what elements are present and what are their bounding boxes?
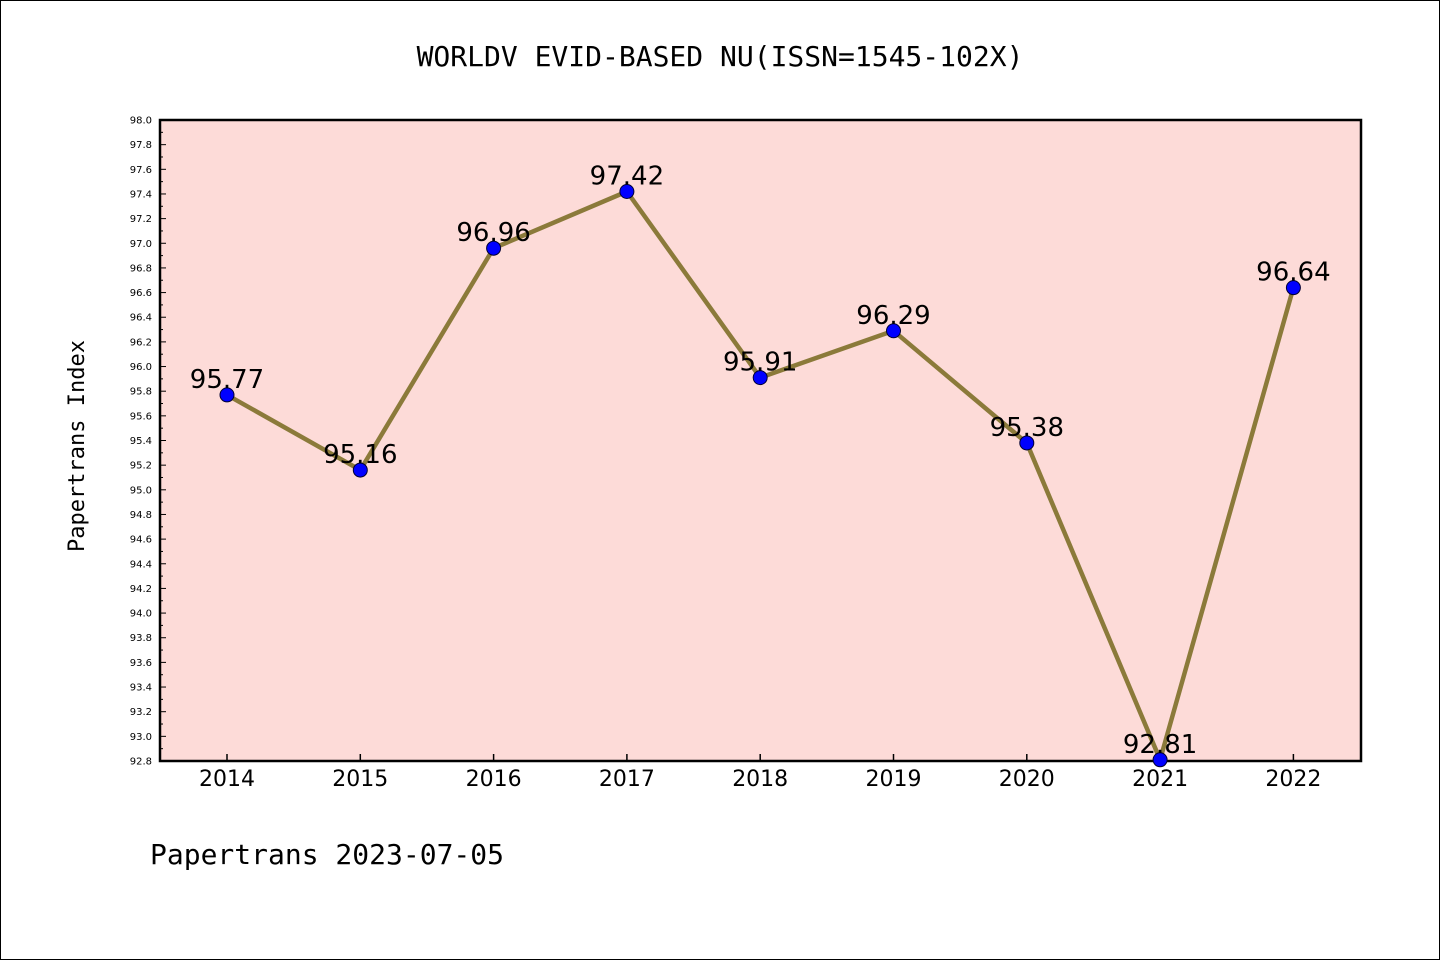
x-tick-label: 2020 (999, 767, 1055, 792)
data-point (1152, 752, 1168, 768)
y-tick-label: 98.0 (130, 116, 152, 127)
y-tick-label: 93.4 (130, 683, 152, 694)
data-label: 96.64 (1256, 258, 1330, 288)
y-tick-label: 94.2 (130, 584, 152, 595)
data-point (219, 387, 235, 403)
y-tick-label: 97.6 (130, 165, 152, 176)
x-tick-label: 2015 (332, 767, 388, 792)
x-tick-label: 2019 (866, 767, 922, 792)
y-tick-label: 97.0 (130, 239, 152, 250)
data-point (1285, 280, 1301, 296)
y-tick-label: 93.2 (130, 707, 152, 718)
data-label: 95.16 (323, 440, 397, 470)
y-tick-label: 94.0 (130, 609, 152, 620)
y-tick-label: 94.8 (130, 510, 152, 521)
data-label: 95.91 (723, 348, 797, 378)
y-tick-label: 95.6 (130, 411, 152, 422)
x-tick-label: 2021 (1132, 767, 1188, 792)
data-label: 95.77 (190, 365, 264, 395)
y-tick-label: 95.4 (130, 436, 152, 447)
y-tick-label: 93.8 (130, 633, 152, 644)
data-label: 96.29 (856, 301, 930, 331)
series-markers (219, 183, 1301, 768)
plot-area (158, 118, 1363, 763)
data-label: 92.81 (1123, 730, 1197, 760)
y-tick-label: 96.0 (130, 362, 152, 373)
y-tick-label: 96.4 (130, 313, 152, 324)
x-tick-label: 2016 (466, 767, 522, 792)
data-point (886, 323, 901, 339)
y-tick-label: 94.4 (130, 559, 152, 570)
data-point (1019, 435, 1035, 451)
data-labels: 95.77 95.16 96.96 97.42 95.91 96.29 95.38 92.81… (190, 161, 1331, 759)
x-tick-label: 2017 (599, 767, 655, 792)
footer-text: Papertrans 2023-07-05 (150, 838, 504, 871)
chart-title: WORLDV EVID-BASED NU(ISSN=1545-102X) (417, 40, 1024, 73)
x-tick-label: 2022 (1265, 767, 1321, 792)
y-tick-label: 96.2 (130, 337, 152, 348)
y-tick-label: 97.8 (130, 140, 152, 151)
y-tick-label: 95.8 (130, 387, 152, 398)
x-tick-label: 2014 (199, 767, 255, 792)
y-tick-label: 96.8 (130, 263, 152, 274)
y-tick-label: 95.2 (130, 461, 152, 472)
data-point (752, 370, 768, 386)
data-label: 95.38 (990, 413, 1064, 443)
data-label: 96.96 (456, 218, 530, 248)
x-tick-label: 2018 (732, 767, 788, 792)
y-tick-label: 96.6 (130, 288, 152, 299)
y-tick-label: 97.4 (130, 189, 152, 200)
data-point (352, 462, 368, 478)
y-tick-label: 94.6 (130, 535, 152, 546)
data-label: 97.42 (590, 161, 664, 191)
y-tick-label: 93.6 (130, 658, 152, 669)
y-tick-label: 95.0 (130, 485, 152, 496)
y-tick-label: 97.2 (130, 214, 152, 225)
y-axis: 92.8 93.0 93.2 93.4 93.6 93.8 94.0 94.2 94.4 94.6… (130, 116, 166, 768)
data-point (486, 240, 502, 256)
data-point (619, 183, 635, 199)
y-tick-label: 93.0 (130, 732, 152, 743)
y-tick-label: 92.8 (130, 757, 152, 768)
x-axis: 2014 2015 2016 2017 2018 2019 2020 2021 2022 (199, 754, 1321, 792)
y-axis-label: Papertrans Index (65, 340, 90, 552)
